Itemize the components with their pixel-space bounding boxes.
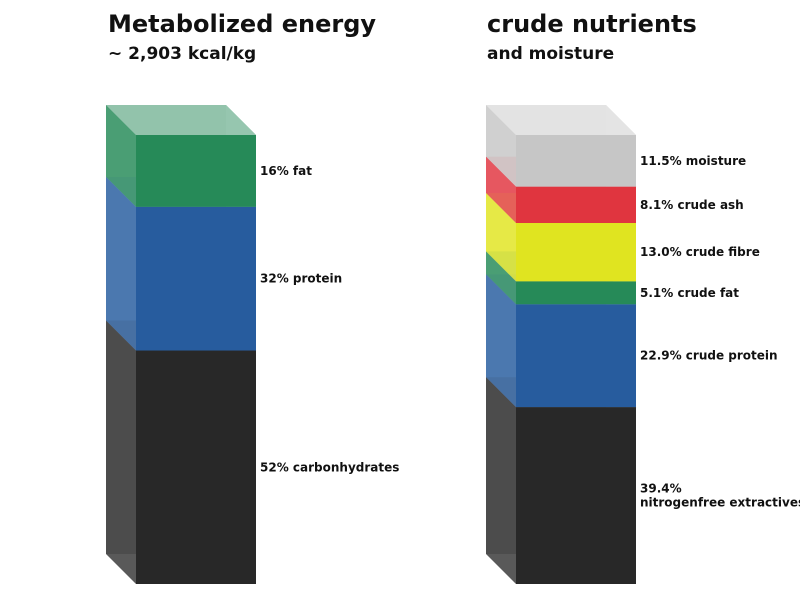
segment-5-left-face <box>486 156 516 224</box>
segment-1-bar <box>516 407 636 584</box>
segment-3-bar <box>516 281 636 305</box>
segment-3-label: 5.1% crude fat <box>640 286 739 300</box>
segment-4-bar <box>516 223 636 282</box>
segment-6-label: 11.5% moisture <box>640 154 746 168</box>
segment-1-label: 52% carbonhydrates <box>260 460 399 474</box>
segment-5-label: 8.1% crude ash <box>640 198 744 212</box>
segment-2-bar <box>136 206 256 351</box>
chart-1-subtitle: ~ 2,903 kcal/kg <box>108 44 257 64</box>
column-top-face <box>486 105 636 135</box>
segment-2-label: 32% protein <box>260 272 342 286</box>
column-top-face <box>106 105 256 135</box>
segment-2-bar <box>516 304 636 408</box>
segment-1-label: 39.4% nitrogenfree extractives <box>640 482 800 510</box>
segment-5-bar <box>516 186 636 224</box>
segment-3-left-face <box>106 105 136 207</box>
chart-1-title: Metabolized energy <box>108 10 377 38</box>
chart-2-subtitle: and moisture <box>487 44 615 64</box>
segment-2-left-face <box>486 274 516 408</box>
segment-6-left-face <box>486 105 516 187</box>
segment-2-left-face <box>106 176 136 351</box>
segment-3-label: 16% fat <box>260 164 312 178</box>
segment-1-left-face <box>486 377 516 584</box>
segment-2-label: 22.9% crude protein <box>640 349 778 363</box>
column-crude-nutrients: 39.4% nitrogenfree extractives 22.9% crude… <box>486 105 800 584</box>
segment-3-bar <box>136 135 256 207</box>
segment-4-label: 13.0% crude fibre <box>640 245 760 259</box>
segment-6-bar <box>516 135 636 187</box>
segment-4-left-face <box>486 193 516 282</box>
segment-1-left-face <box>106 320 136 584</box>
chart-2-title: crude nutrients <box>487 10 697 38</box>
segment-3-left-face <box>486 251 516 305</box>
segment-1-bar <box>136 350 256 584</box>
column-metabolized-energy: 52% carbonhydrates 32% protein 16% fat <box>106 105 399 584</box>
